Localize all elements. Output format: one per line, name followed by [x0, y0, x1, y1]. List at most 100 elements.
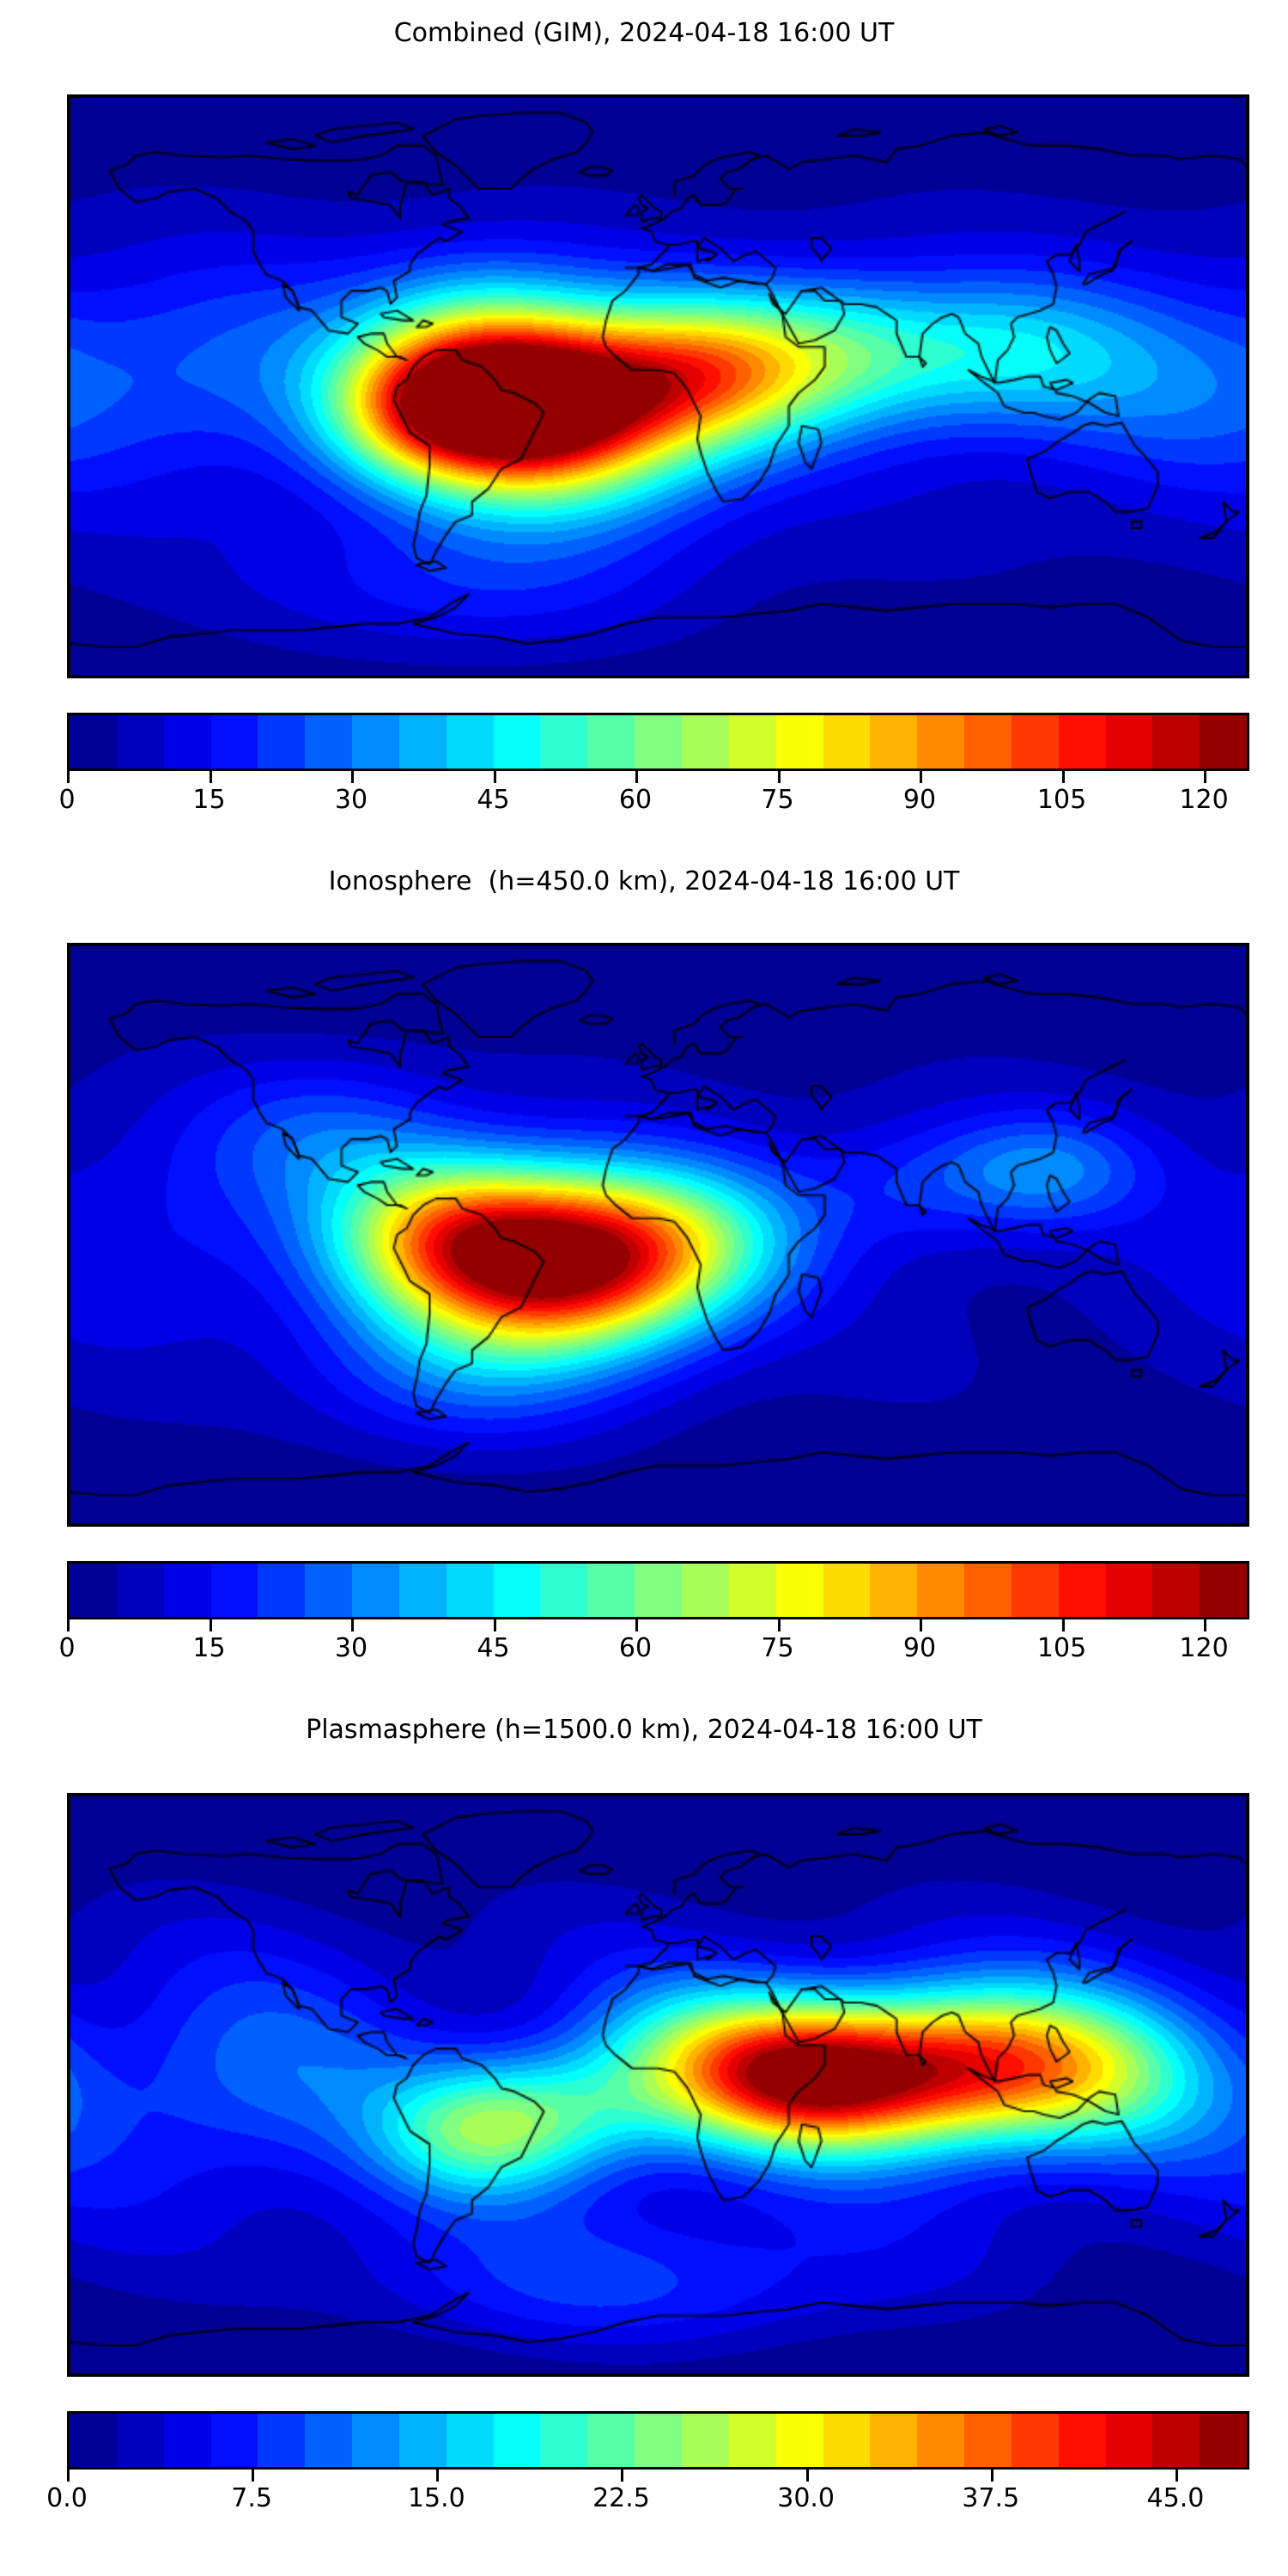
colorbar-gradient-plasmasphere	[67, 2411, 1249, 2470]
colorbar-swatch	[163, 2414, 211, 2467]
colorbar-swatch	[1058, 2414, 1106, 2467]
colorbar-swatch	[775, 715, 823, 769]
colorbar-swatch	[917, 2414, 965, 2467]
colorbar-swatch	[870, 2414, 918, 2467]
colorbar-swatch	[587, 715, 635, 769]
colorbar-swatch	[540, 2414, 588, 2467]
colorbar-tick	[920, 771, 923, 783]
colorbar-swatch	[1011, 1564, 1059, 1617]
colorbar-swatch	[681, 2414, 729, 2467]
colorbar-swatch	[446, 1564, 494, 1617]
colorbar-swatch	[1152, 1564, 1200, 1617]
colorbar-swatch	[258, 1564, 306, 1617]
colorbar-tick	[209, 1619, 212, 1631]
colorbar-swatch	[1105, 1564, 1153, 1617]
colorbar-tick	[621, 2470, 624, 2482]
colorbar-tick	[67, 1619, 70, 1631]
colorbar-swatch	[352, 2414, 399, 2467]
colorbar-ionosphere: 0 15 30 45 60 75 90 105 120	[58, 1561, 1249, 1663]
colorbar-swatch	[258, 715, 306, 769]
colorbar-swatch	[635, 715, 682, 769]
colorbar-swatch	[305, 2414, 353, 2467]
colorbar-tick	[1175, 2470, 1178, 2482]
panel-ionosphere: Ionosphere (h=450.0 km), 2024-04-18 16:0…	[0, 841, 1288, 1683]
colorbar-tick	[209, 771, 212, 783]
colorbar-swatch	[352, 715, 399, 769]
colorbar-swatch	[305, 715, 353, 769]
colorbar-swatch	[1105, 715, 1153, 769]
colorbar-swatch	[870, 715, 918, 769]
panel-title-plasmasphere: Plasmasphere (h=1500.0 km), 2024-04-18 1…	[306, 1715, 982, 1745]
colorbar-tick	[920, 1619, 923, 1631]
colorbar-gradient-combined	[67, 713, 1249, 771]
colorbar-swatch	[493, 2414, 541, 2467]
panel-title-ionosphere: Ionosphere (h=450.0 km), 2024-04-18 16:0…	[328, 866, 960, 896]
colorbar-gradient-ionosphere	[67, 1561, 1249, 1619]
colorbar-swatch	[635, 2414, 682, 2467]
colorbar-swatch	[210, 715, 258, 769]
colorbar-tick-label: 0	[58, 1633, 76, 1663]
colorbar-tick-label: 45.0	[1146, 2483, 1205, 2513]
colorbar-tick	[635, 1619, 639, 1631]
colorbar-swatch	[398, 715, 447, 769]
colorbar-tick-label: 105	[1036, 785, 1087, 815]
colorbar-tick	[493, 1619, 496, 1631]
colorbar-swatch	[1152, 2414, 1200, 2467]
colorbar-tick-label: 30.0	[777, 2483, 835, 2513]
colorbar-tick-label: 15.0	[407, 2483, 465, 2513]
panel-plasmasphere: Plasmasphere (h=1500.0 km), 2024-04-18 1…	[0, 1692, 1288, 2576]
colorbar-tick-label: 22.5	[592, 2483, 650, 2513]
colorbar-tick-label: 60	[618, 1633, 653, 1663]
colorbar-swatch	[493, 1564, 541, 1617]
colorbar-swatch	[635, 1564, 682, 1617]
colorbar-swatch	[964, 715, 1012, 769]
colorbar-swatch	[964, 1564, 1012, 1617]
panel-combined-gim: Combined (GIM), 2024-04-18 16:00 UT 0 15 3…	[0, 0, 1288, 824]
colorbar-swatch	[587, 2414, 635, 2467]
map-combined-gim	[67, 94, 1249, 678]
colorbar-tick	[805, 2470, 809, 2482]
colorbar-swatch	[305, 1564, 353, 1617]
colorbar-tick	[777, 771, 781, 783]
colorbar-swatch	[446, 2414, 494, 2467]
colorbar-swatch	[540, 715, 588, 769]
colorbar-tick	[990, 2470, 993, 2482]
colorbar-tick	[351, 1619, 354, 1631]
colorbar-swatch	[681, 715, 729, 769]
colorbar-tick	[67, 2470, 70, 2482]
colorbar-swatch	[70, 715, 117, 769]
map-canvas-combined	[70, 98, 1246, 675]
colorbar-swatch	[540, 1564, 588, 1617]
map-canvas-ionosphere	[70, 946, 1246, 1523]
colorbar-swatch	[775, 2414, 823, 2467]
colorbar-tick-label: 75	[761, 1633, 794, 1663]
colorbar-swatch	[70, 2414, 117, 2467]
colorbar-swatch	[1058, 715, 1106, 769]
colorbar-tick	[493, 771, 496, 783]
colorbar-swatch	[1152, 715, 1200, 769]
colorbar-plasmasphere: 0.0 7.5 15.0 22.5 30.0 37.5 45.0	[46, 2411, 1249, 2513]
colorbar-tick-label: 0.0	[46, 2483, 88, 2513]
colorbar-swatch	[163, 1564, 211, 1617]
colorbar-tick-label: 120	[1179, 1633, 1229, 1663]
map-ionosphere	[67, 943, 1249, 1527]
colorbar-swatch	[870, 1564, 918, 1617]
colorbar-swatch	[728, 1564, 776, 1617]
colorbar-swatch	[398, 1564, 447, 1617]
colorbar-tick-label: 60	[618, 785, 653, 815]
colorbar-swatch	[823, 715, 871, 769]
colorbar-swatch	[1200, 1564, 1248, 1617]
colorbar-swatch	[116, 715, 164, 769]
colorbar-tick	[1061, 771, 1065, 783]
colorbar-tick	[436, 2470, 440, 2482]
colorbar-swatch	[728, 715, 776, 769]
colorbar-swatch	[823, 1564, 871, 1617]
colorbar-swatch	[1058, 1564, 1106, 1617]
colorbar-tick-label: 75	[761, 785, 794, 815]
colorbar-tick	[1204, 771, 1207, 783]
colorbar-swatch	[446, 715, 494, 769]
colorbar-swatch	[775, 1564, 823, 1617]
map-plasmasphere	[67, 1793, 1249, 2377]
colorbar-tick	[67, 771, 70, 783]
